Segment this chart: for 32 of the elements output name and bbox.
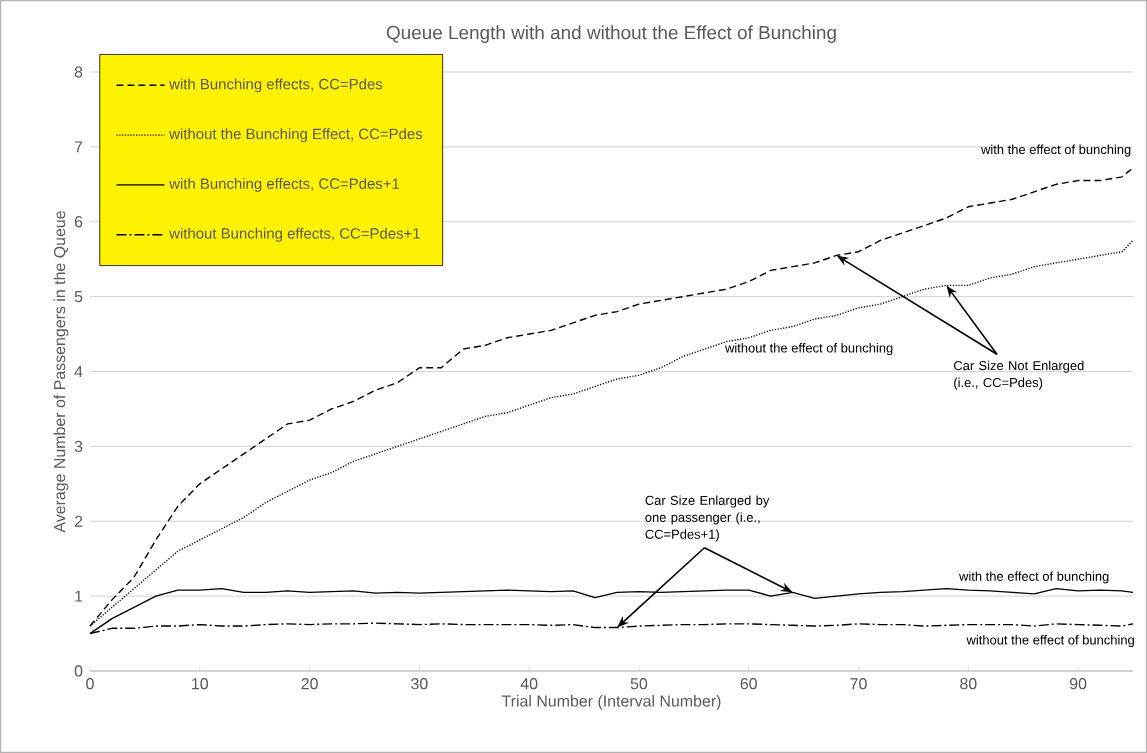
annotation: without the effect of bunching [724,343,893,356]
x-axis-title: Trial Number (Interval Number) [501,694,721,710]
y-tick-label: 5 [74,291,83,303]
y-tick-label: 2 [74,515,83,527]
x-tick-label: 30 [411,678,428,690]
x-tick-label: 20 [301,678,318,690]
chart-title: Queue Length with and without the Effect of Bunching [386,25,836,44]
annotation: with the effect of bunching [980,144,1131,157]
x-tick-label: 90 [1069,678,1087,690]
x-tick-label: 10 [192,678,209,690]
y-tick-label: 7 [74,141,83,153]
legend-label: with Bunching effects, CC=Pdes [169,78,383,93]
annotation: Car Size Enlarged by one passenger (i.e., CC=Pdes+1) [645,495,770,542]
x-tick-label: 40 [520,678,538,690]
y-tick-label: 8 [74,66,83,78]
y-tick-label: 3 [74,440,83,453]
annotation: with the effect of bunching [959,571,1109,584]
x-tick-label: 60 [740,678,757,690]
x-tick-label: 70 [850,678,867,690]
legend-label: without Bunching effects, CC=Pdes+1 [169,227,420,242]
legend-label: without the Bunching Effect, CC=Pdes [169,128,423,143]
x-tick-label: 0 [86,678,94,690]
annotation: Car Size Not Enlarged (i.e., CC=Pdes) [953,360,1084,390]
x-tick-label: 80 [960,678,977,690]
y-tick-label: 4 [74,366,83,377]
annotation: without the effect of bunching [966,635,1134,648]
x-tick-label: 50 [630,678,648,690]
y-tick-label: 6 [74,216,83,228]
y-axis-title: Average Number of Passengers in the Queue [53,211,69,533]
y-tick-label: 0 [74,665,83,677]
legend-label: with Bunching effects, CC=Pdes+1 [169,178,400,192]
y-tick-label: 1 [75,590,83,602]
